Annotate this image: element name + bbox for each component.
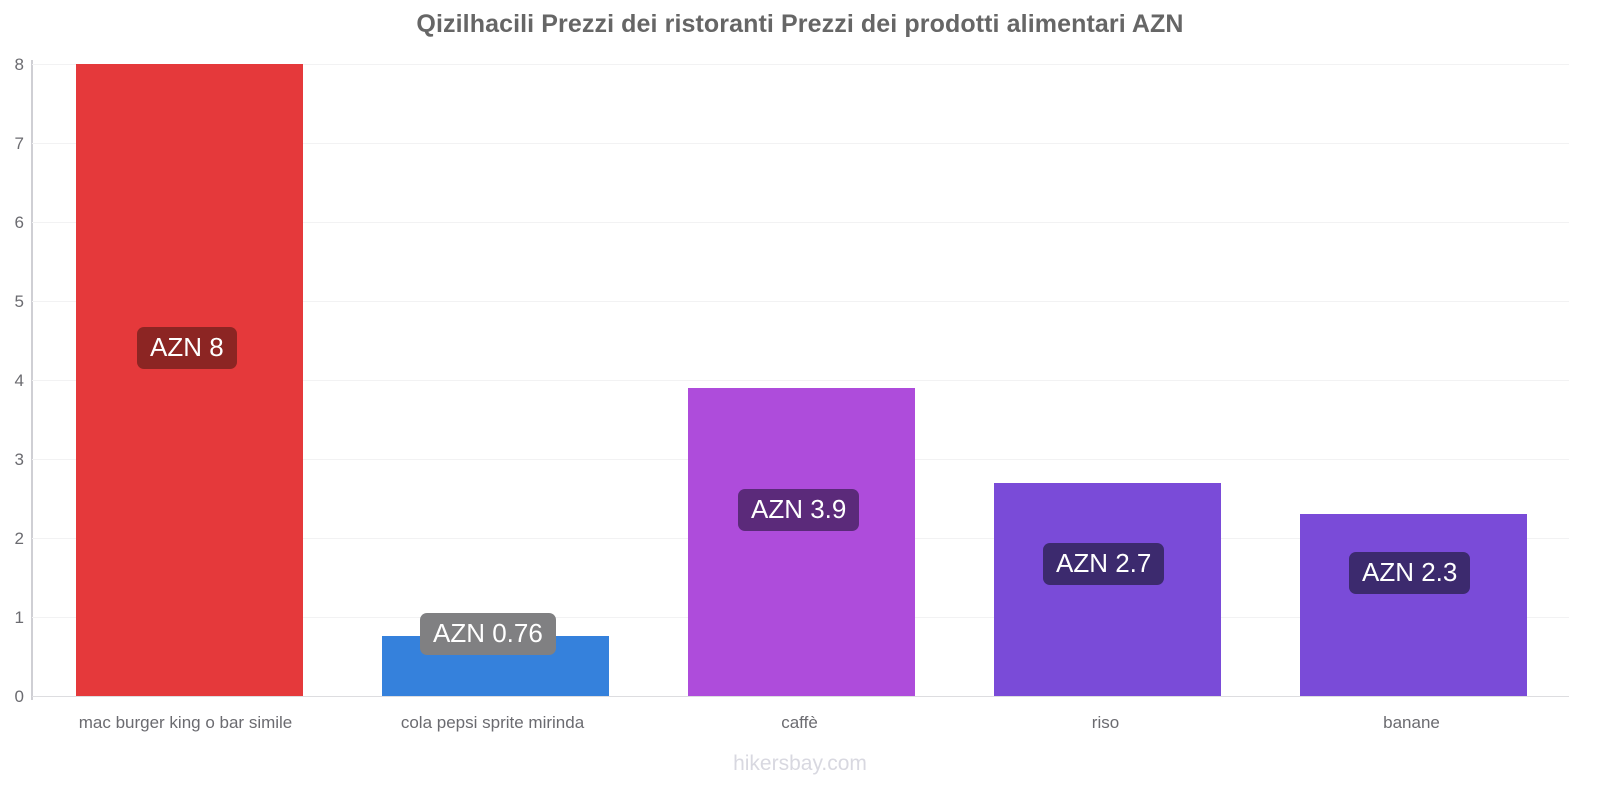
gridline-7 [32, 143, 1569, 144]
y-tick-label-2: 2 [14, 529, 24, 548]
y-tick-label-3: 3 [14, 450, 24, 469]
chart-title: Qizilhacili Prezzi dei ristoranti Prezzi… [416, 10, 1184, 38]
gridline-0-baseline [32, 696, 1569, 697]
x-axis-label-caffe: caffè [781, 713, 818, 732]
x-axis-label-riso: riso [1091, 713, 1120, 732]
y-tick-label-0: 0 [14, 687, 24, 706]
x-axis-label-cola-pepsi-sprite-mirinda: cola pepsi sprite mirinda [400, 713, 585, 732]
gridline-8 [32, 64, 1569, 65]
y-tick-label-8: 8 [14, 55, 24, 74]
value-label-cola-pepsi-sprite-mirinda: AZN 0.76 [420, 613, 556, 655]
value-label-mac-burger-king-o-bar-simile: AZN 8 [137, 327, 237, 369]
bar-caffe[interactable] [688, 388, 915, 696]
gridline-4 [32, 380, 1569, 381]
gridline-6 [32, 222, 1569, 223]
y-tick-label-7: 7 [14, 134, 24, 153]
plot-area [32, 64, 1569, 697]
bar-banane[interactable] [1300, 514, 1527, 696]
x-axis-label-mac-burger-king-o-bar-simile: mac burger king o bar simile [78, 713, 293, 732]
y-tick-label-5: 5 [14, 292, 24, 311]
y-tick-label-1: 1 [14, 608, 24, 627]
x-axis-label-banane: banane [1383, 713, 1440, 732]
value-label-banane: AZN 2.3 [1349, 552, 1471, 594]
y-tick-label-6: 6 [14, 213, 24, 232]
source-watermark: hikersbay.com [733, 752, 867, 775]
y-tick-label-4: 4 [14, 371, 24, 390]
value-label-riso: AZN 2.7 [1043, 543, 1165, 585]
bar-riso[interactable] [994, 483, 1221, 696]
gridline-5 [32, 301, 1569, 302]
value-label-caffe: AZN 3.9 [738, 489, 860, 531]
bar-mac-burger-king-o-bar-simile[interactable] [76, 64, 303, 696]
